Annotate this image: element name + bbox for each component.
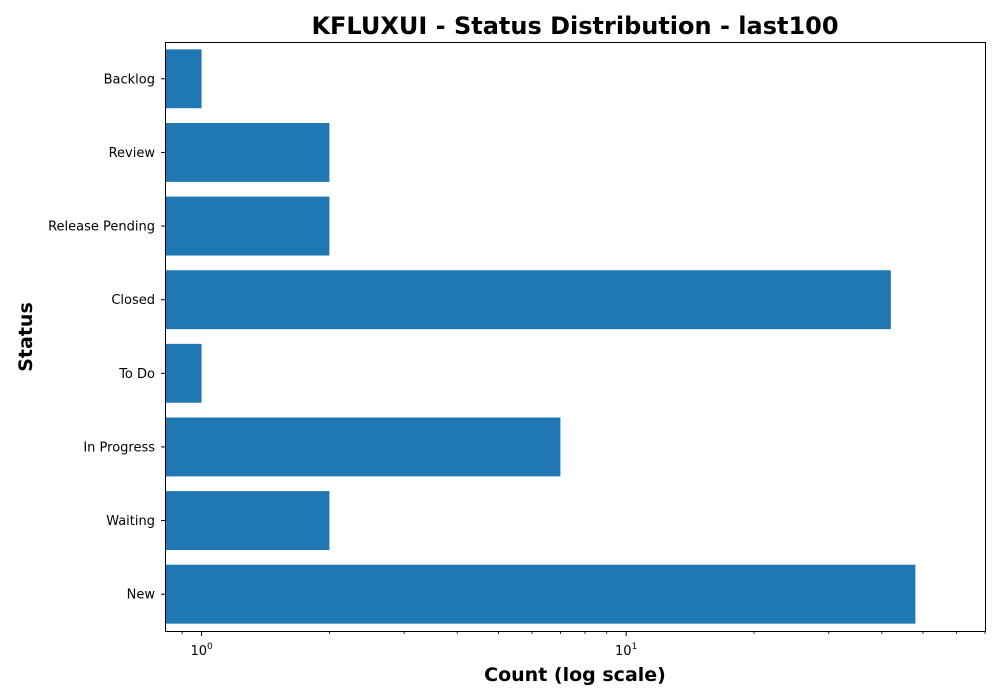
y-tick-label-closed: Closed — [111, 293, 155, 308]
y-axis-ticks: New Waiting In Progress To Do Closed Release … — [48, 72, 165, 603]
x-tick-label: 100 — [190, 642, 213, 659]
y-tick-label-new: New — [127, 588, 156, 603]
y-tick-label-to-do: To Do — [118, 367, 155, 382]
bar-in-progress — [165, 417, 561, 477]
y-tick-label-review: Review — [109, 146, 156, 161]
x-axis-label: Count (log scale) — [484, 664, 666, 686]
bar-waiting — [165, 491, 330, 551]
bar-closed — [165, 270, 891, 330]
bar-backlog — [165, 49, 202, 109]
bar-new — [165, 564, 916, 624]
x-tick-label: 101 — [615, 642, 637, 659]
bar-release-pending — [165, 196, 330, 256]
bar-to-do — [165, 343, 202, 403]
chart-title: KFLUXUI - Status Distribution - last100 — [311, 12, 838, 40]
y-tick-label-backlog: Backlog — [104, 72, 155, 87]
y-tick-label-waiting: Waiting — [106, 514, 155, 529]
plot-area-frame — [165, 42, 986, 632]
x-axis-ticks: 100 101 — [190, 631, 637, 659]
y-axis-label: Status — [15, 302, 37, 372]
y-tick-label-release-pending: Release Pending — [48, 220, 155, 235]
bar-review — [165, 122, 330, 182]
y-tick-label-in-progress: In Progress — [83, 440, 155, 455]
bars-group — [165, 49, 916, 624]
